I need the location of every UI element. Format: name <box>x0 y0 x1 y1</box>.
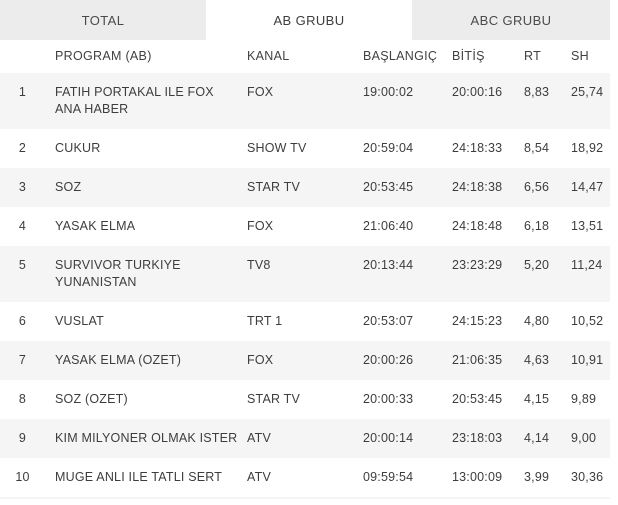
program-header: PROGRAM (AB) <box>55 49 152 63</box>
rating-cell: 6,56 <box>524 180 550 194</box>
rating-cell: 8,83 <box>524 85 550 99</box>
rating-cell: 4,80 <box>524 314 550 328</box>
start-time-cell: 20:59:04 <box>363 141 414 155</box>
start-time-cell: 20:53:07 <box>363 314 414 328</box>
start-time-cell: 20:00:26 <box>363 353 414 367</box>
channel-cell: FOX <box>247 353 274 367</box>
end-time-cell: 24:18:38 <box>452 180 503 194</box>
share-cell: 30,36 <box>571 470 604 484</box>
rating-cell: 5,20 <box>524 258 550 272</box>
program-cell: MUGE ANLI ILE TATLI SERT <box>55 470 223 484</box>
rank-cell: 3 <box>18 180 27 194</box>
program-cell: CUKUR <box>55 141 101 155</box>
share-cell: 13,51 <box>571 219 604 233</box>
share-cell: 9,89 <box>571 392 597 406</box>
table-row: 7 YASAK ELMA (OZET) FOX 20:00:26 21:06:3… <box>0 341 610 380</box>
channel-cell: ATV <box>247 431 271 445</box>
program-cell: SOZ <box>55 180 82 194</box>
program-cell: YASAK ELMA <box>55 219 136 233</box>
share-cell: 11,24 <box>571 258 603 272</box>
share-cell: 9,00 <box>571 431 597 445</box>
table-header-row: PROGRAM (AB) KANAL BAŞLANGIÇ BİTİŞ RT SH <box>0 40 610 73</box>
channel-cell: FOX <box>247 219 274 233</box>
channel-cell: FOX <box>247 85 274 99</box>
table-row: 1 FATIH PORTAKAL ILE FOX ANA HABER FOX 1… <box>0 73 610 129</box>
rank-cell: 9 <box>18 431 27 445</box>
end-time-header: BİTİŞ <box>452 49 485 63</box>
start-time-cell: 20:00:14 <box>363 431 414 445</box>
end-time-cell: 13:00:09 <box>452 470 503 484</box>
rating-cell: 3,99 <box>524 470 550 484</box>
tab-abc-grubu[interactable]: ABC GRUBU <box>412 0 610 40</box>
channel-cell: SHOW TV <box>247 141 307 155</box>
table-body: 1 FATIH PORTAKAL ILE FOX ANA HABER FOX 1… <box>0 73 610 497</box>
end-time-cell: 20:00:16 <box>452 85 503 99</box>
rank-cell: 4 <box>18 219 27 233</box>
channel-cell: TV8 <box>247 258 271 272</box>
rating-cell: 6,18 <box>524 219 550 233</box>
start-time-cell: 21:06:40 <box>363 219 414 233</box>
rating-cell: 4,14 <box>524 431 550 445</box>
end-time-cell: 24:18:48 <box>452 219 503 233</box>
rank-cell: 10 <box>15 470 30 484</box>
share-cell: 10,52 <box>571 314 604 328</box>
rank-cell: 6 <box>18 314 27 328</box>
share-cell: 10,91 <box>571 353 604 367</box>
tab-ab-grubu[interactable]: AB GRUBU <box>206 0 412 40</box>
start-time-cell: 20:53:45 <box>363 180 414 194</box>
rank-cell: 2 <box>18 141 27 155</box>
share-header: SH <box>571 49 589 63</box>
table-row: 9 KIM MILYONER OLMAK ISTER ATV 20:00:14 … <box>0 419 610 458</box>
program-cell: KIM MILYONER OLMAK ISTER <box>55 431 238 445</box>
rating-cell: 4,15 <box>524 392 550 406</box>
share-cell: 14,47 <box>571 180 604 194</box>
program-cell: FATIH PORTAKAL ILE FOX ANA HABER <box>55 85 214 116</box>
table-row: 3 SOZ STAR TV 20:53:45 24:18:38 6,56 14,… <box>0 168 610 207</box>
end-time-cell: 21:06:35 <box>452 353 503 367</box>
rank-cell: 5 <box>18 258 27 272</box>
table-row: 6 VUSLAT TRT 1 20:53:07 24:15:23 4,80 10… <box>0 302 610 341</box>
table-row: 10 MUGE ANLI ILE TATLI SERT ATV 09:59:54… <box>0 458 610 497</box>
channel-cell: STAR TV <box>247 180 301 194</box>
share-cell: 18,92 <box>571 141 604 155</box>
channel-cell: STAR TV <box>247 392 301 406</box>
end-time-cell: 23:18:03 <box>452 431 503 445</box>
channel-header: KANAL <box>247 49 290 63</box>
rank-cell: 8 <box>18 392 27 406</box>
end-time-cell: 24:15:23 <box>452 314 503 328</box>
rank-cell: 7 <box>18 353 27 367</box>
table-row: 2 CUKUR SHOW TV 20:59:04 24:18:33 8,54 1… <box>0 129 610 168</box>
rating-cell: 8,54 <box>524 141 550 155</box>
ratings-panel: TOTAL AB GRUBU ABC GRUBU PROGRAM (AB) KANA… <box>0 0 610 499</box>
program-cell: YASAK ELMA (OZET) <box>55 353 182 367</box>
start-time-cell: 09:59:54 <box>363 470 414 484</box>
channel-cell: ATV <box>247 470 271 484</box>
rating-cell: 4,63 <box>524 353 550 367</box>
start-time-cell: 19:00:02 <box>363 85 414 99</box>
program-cell: VUSLAT <box>55 314 104 328</box>
tab-total[interactable]: TOTAL <box>0 0 206 40</box>
table-row: 8 SOZ (OZET) STAR TV 20:00:33 20:53:45 4… <box>0 380 610 419</box>
start-time-cell: 20:13:44 <box>363 258 414 272</box>
share-cell: 25,74 <box>571 85 604 99</box>
channel-cell: TRT 1 <box>247 314 283 328</box>
end-time-cell: 24:18:33 <box>452 141 503 155</box>
rank-cell: 1 <box>18 85 27 99</box>
start-time-cell: 20:00:33 <box>363 392 414 406</box>
program-cell: SOZ (OZET) <box>55 392 128 406</box>
bottom-strip <box>0 497 610 499</box>
table-row: 4 YASAK ELMA FOX 21:06:40 24:18:48 6,18 … <box>0 207 610 246</box>
group-tabs: TOTAL AB GRUBU ABC GRUBU <box>0 0 610 40</box>
end-time-cell: 23:23:29 <box>452 258 503 272</box>
table-row: 5 SURVIVOR TURKIYE YUNANISTAN TV8 20:13:… <box>0 246 610 302</box>
end-time-cell: 20:53:45 <box>452 392 503 406</box>
rating-header: RT <box>524 49 542 63</box>
program-cell: SURVIVOR TURKIYE YUNANISTAN <box>55 258 181 289</box>
start-time-header: BAŞLANGIÇ <box>363 49 438 63</box>
